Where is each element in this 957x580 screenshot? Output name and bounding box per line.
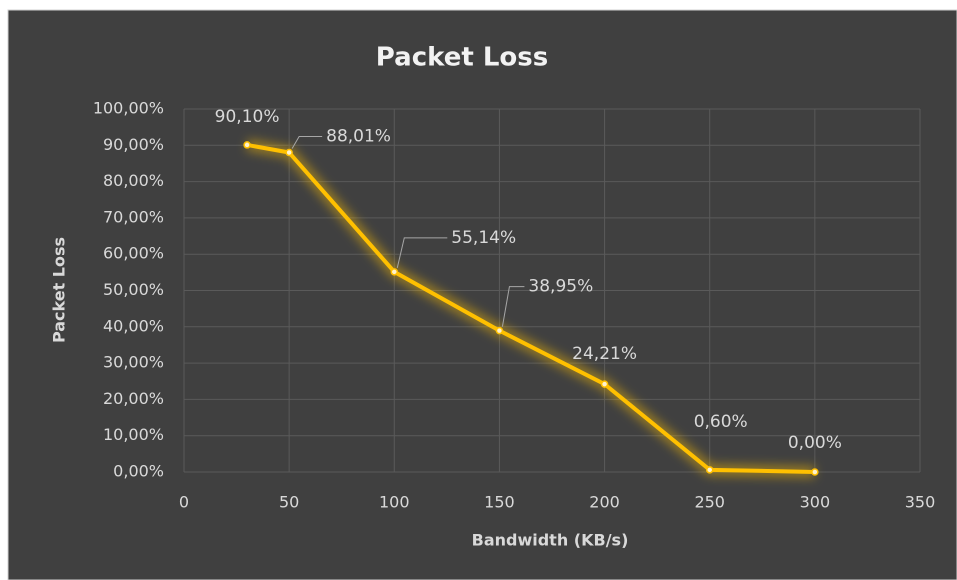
x-tick-label: 350 [905,493,936,512]
y-tick-label: 80,00% [103,171,164,190]
data-label: 0,60% [694,412,748,432]
data-label: 90,10% [215,107,280,127]
data-label: 0,00% [788,433,842,453]
y-tick-label: 90,00% [103,135,164,154]
leader-line [396,237,448,268]
point [285,148,293,157]
y-axis-title: Packet Loss [50,237,69,343]
data-label: 24,21% [572,344,637,364]
y-tick-label: 70,00% [103,207,164,226]
grid [183,108,921,473]
x-axis-title: Bandwidth (KB/s) [472,531,629,550]
chart-background [7,9,957,580]
y-tick-label: 50,00% [103,280,164,299]
data-label: 38,95% [528,277,593,297]
chart-title: Packet Loss [376,43,548,73]
point [705,466,714,474]
x-tick-label: 100 [379,493,410,512]
x-tick-label: 50 [279,493,299,512]
point [600,380,609,388]
y-tick-label: 100,00% [93,99,164,118]
y-tick-label: 0,00% [113,462,164,481]
x-tick-label: 200 [589,493,620,512]
point [243,141,251,149]
data-label: 55,14% [451,228,516,248]
point [390,268,399,276]
leader-line [501,286,525,327]
y-tick-label: 20,00% [103,389,164,408]
point [811,468,819,476]
x-tick-label: 250 [694,493,725,512]
leader-line [291,136,323,149]
y-tick-label: 60,00% [103,244,164,263]
point [495,326,504,335]
x-tick-label: 150 [484,493,515,512]
data-label: 88,01% [326,127,391,147]
y-tick-label: 10,00% [103,425,164,444]
x-tick-label: 0 [179,493,189,512]
x-tick-label: 300 [800,493,831,512]
y-tick-label: 40,00% [103,316,164,335]
marks: 90,10% 88,01% 55,14% 38,95% 24,21% 0,60% 0,00% [215,107,842,478]
y-tick-label: 30,00% [103,353,164,372]
